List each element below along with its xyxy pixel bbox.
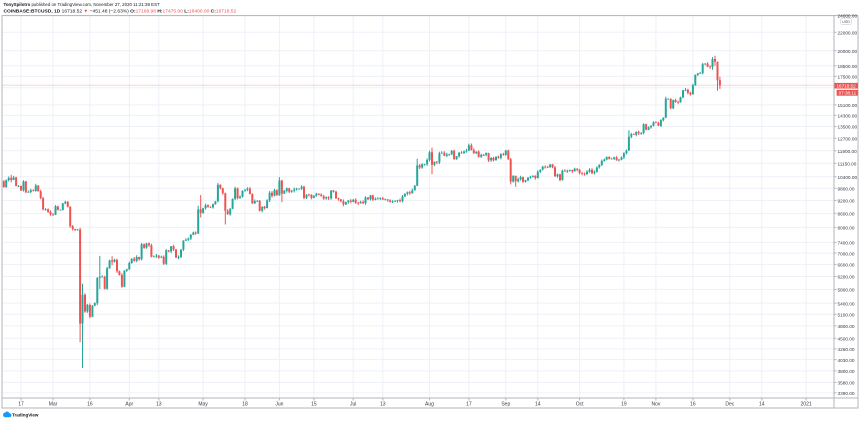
svg-text:17: 17 (466, 401, 472, 407)
svg-text:18: 18 (242, 401, 248, 407)
svg-text:USD: USD (842, 20, 850, 24)
svg-text:3800.00: 3800.00 (838, 369, 855, 374)
svg-text:17: 17 (18, 401, 24, 407)
svg-text:TonySpilotro published on Trad: TonySpilotro published on TradingView.co… (4, 2, 161, 7)
svg-text:TradingView: TradingView (12, 413, 39, 418)
svg-text:6600.00: 6600.00 (838, 263, 855, 268)
svg-text:07:38:11: 07:38:11 (839, 91, 857, 96)
svg-text:16: 16 (690, 401, 696, 407)
svg-text:12700.00: 12700.00 (838, 136, 858, 141)
svg-text:10400.00: 10400.00 (838, 175, 858, 180)
svg-text:20000.00: 20000.00 (838, 49, 858, 54)
svg-text:9800.00: 9800.00 (838, 186, 855, 191)
svg-text:6200.00: 6200.00 (838, 275, 855, 280)
svg-text:15100.00: 15100.00 (838, 103, 858, 108)
svg-text:5100.00: 5100.00 (838, 312, 855, 317)
svg-text:24000.00: 24000.00 (838, 14, 858, 19)
svg-text:5400.00: 5400.00 (838, 301, 855, 306)
svg-text:2021: 2021 (801, 401, 812, 407)
svg-text:Oct: Oct (576, 401, 584, 407)
svg-text:Mar: Mar (49, 401, 58, 407)
svg-text:7000.00: 7000.00 (838, 251, 855, 256)
svg-text:Apr: Apr (125, 401, 133, 407)
svg-text:22000.00: 22000.00 (838, 31, 858, 36)
svg-text:4030.00: 4030.00 (838, 358, 855, 363)
svg-text:11150.00: 11150.00 (838, 162, 857, 167)
svg-text:Sep: Sep (501, 401, 510, 407)
svg-text:9200.00: 9200.00 (838, 199, 855, 204)
svg-text:4800.00: 4800.00 (838, 324, 855, 329)
svg-text:Dec: Dec (725, 401, 734, 407)
svg-text:16: 16 (87, 401, 93, 407)
svg-text:Nov: Nov (651, 401, 660, 407)
svg-text:11900.00: 11900.00 (838, 149, 858, 154)
svg-text:8600.00: 8600.00 (838, 212, 855, 217)
svg-text:4260.00: 4260.00 (838, 347, 855, 352)
svg-text:15: 15 (311, 401, 317, 407)
svg-text:19: 19 (621, 401, 627, 407)
svg-text:13: 13 (380, 401, 386, 407)
svg-text:14: 14 (535, 401, 541, 407)
svg-text:7400.00: 7400.00 (838, 241, 855, 246)
svg-text:COINBASE:BTCUSD, 1D 16718.52 ▼: COINBASE:BTCUSD, 1D 16718.52 ▼ −451.48 (… (4, 8, 237, 14)
svg-text:14300.00: 14300.00 (838, 114, 858, 119)
svg-text:May: May (198, 401, 208, 407)
svg-text:14: 14 (759, 401, 765, 407)
svg-text:13500.00: 13500.00 (838, 125, 858, 130)
svg-text:18500.00: 18500.00 (838, 64, 858, 69)
svg-text:8000.00: 8000.00 (838, 226, 855, 231)
svg-text:5800.00: 5800.00 (838, 288, 855, 293)
svg-text:Jun: Jun (275, 401, 283, 407)
svg-text:Aug: Aug (425, 401, 434, 407)
svg-text:16718.52: 16718.52 (837, 83, 857, 88)
svg-text:Jul: Jul (350, 401, 356, 407)
svg-text:4500.00: 4500.00 (838, 337, 855, 342)
svg-text:3390.00: 3390.00 (838, 391, 855, 396)
svg-text:17500.00: 17500.00 (838, 75, 858, 80)
svg-text:13: 13 (156, 401, 162, 407)
svg-text:3580.00: 3580.00 (838, 381, 855, 386)
